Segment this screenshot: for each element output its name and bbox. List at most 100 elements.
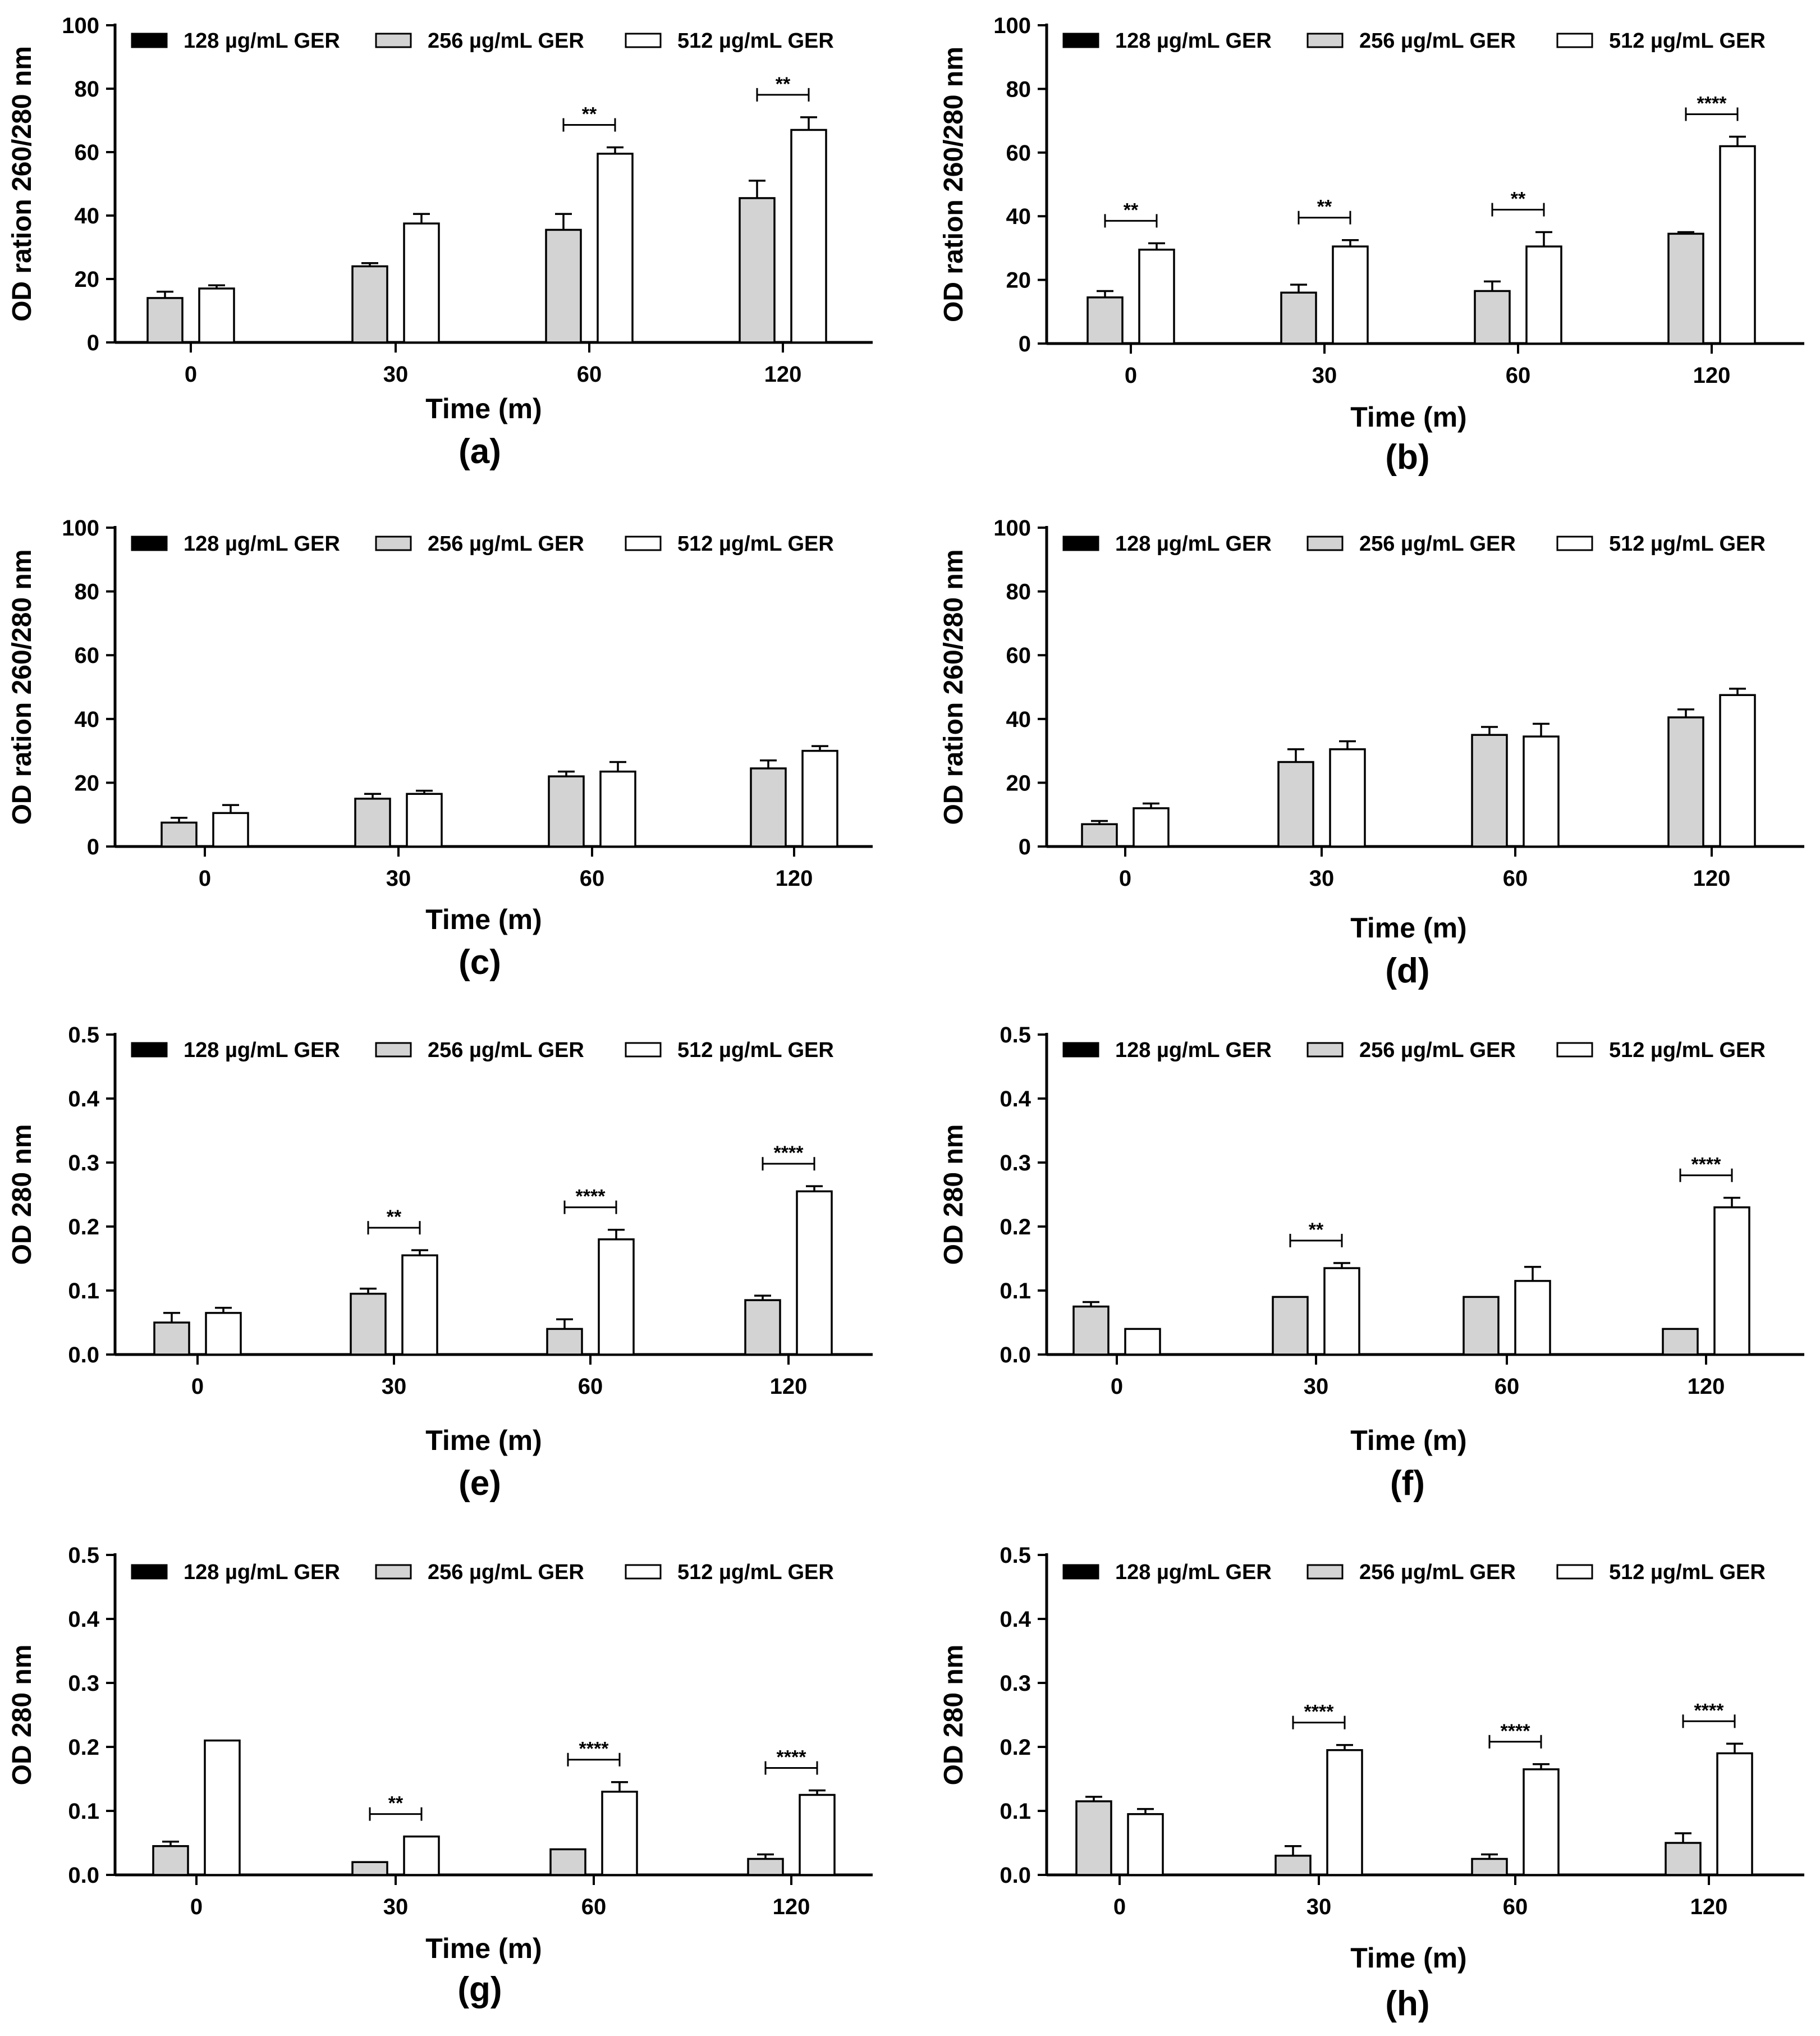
chart-panel-d: 0 20 40 60 80 100 OD ration 260/280 nm 0 30 60 120… [939, 516, 1804, 990]
bar-512-t120 [790, 129, 827, 344]
bar-512-t0 [1127, 1813, 1164, 1876]
bar-256-t120 [1667, 232, 1704, 345]
y-axis-label: OD 280 nm [939, 1645, 969, 1786]
bar-256-t120 [1662, 1328, 1699, 1356]
bar-256-t0 [153, 1321, 190, 1356]
legend-swatch-1 [1306, 1042, 1344, 1058]
legend-swatch-1 [375, 33, 412, 48]
x-tick-label: 0 [191, 1374, 204, 1399]
bar-256-t0 [161, 821, 198, 848]
x-axis-label: Time (m) [425, 393, 542, 424]
chart-panel-g: 0.00.10.20.30.40.5OD 280 nm0 30 60 120*****… [7, 1543, 873, 2009]
bar-512-t60 [598, 1238, 635, 1356]
bar-256-t60 [549, 1848, 586, 1876]
bar-256-t60 [1463, 1296, 1500, 1356]
panel-label: (d) [1385, 951, 1429, 990]
x-tick-label: 30 [383, 362, 409, 387]
significance-label: **** [1691, 1154, 1722, 1175]
legend-swatch-1 [1306, 33, 1344, 48]
panel-label: (a) [459, 432, 501, 471]
legend: 128 µg/mL GER 256 µg/mL GER 512 µg/mL GER [1062, 29, 1766, 53]
bar-512-t60 [601, 1791, 638, 1876]
y-tick-label: 20 [1006, 771, 1032, 795]
legend: 128 µg/mL GER 256 µg/mL GER 512 µg/mL GER [131, 1561, 834, 1584]
legend-swatch-0 [1062, 1042, 1099, 1058]
bar-256-t0 [152, 1845, 189, 1876]
bar-256-t60 [1471, 734, 1508, 848]
y-tick-label: 60 [1006, 643, 1032, 668]
bar-256-t60 [545, 228, 582, 344]
legend-label: 128 µg/mL GER [1115, 29, 1272, 53]
bar-512-t30 [401, 1254, 438, 1356]
legend-swatch-1 [375, 536, 412, 551]
bar-256-t120 [750, 767, 787, 848]
legend-label: 256 µg/mL GER [1359, 1561, 1516, 1584]
bar-256-t30 [1277, 761, 1314, 848]
x-tick-label: 120 [776, 866, 813, 891]
y-axis-label: OD ration 260/280 nm [939, 550, 969, 825]
bar-512-t120 [1719, 145, 1756, 345]
panel-label: (f) [1390, 1464, 1425, 1503]
legend-label: 128 µg/mL GER [1115, 532, 1272, 556]
legend-swatch-0 [1062, 33, 1099, 48]
legend-label: 256 µg/mL GER [1359, 1038, 1516, 1062]
bar-256-t30 [1280, 291, 1317, 345]
bar-256-t30 [1275, 1855, 1312, 1876]
legend-swatch-0 [1062, 1564, 1099, 1580]
legend-label: 512 µg/mL GER [1609, 1561, 1766, 1584]
bar-256-t0 [1087, 296, 1124, 345]
legend-swatch-0 [131, 1042, 168, 1058]
y-axis-label: OD ration 260/280 nm [7, 46, 37, 322]
bar-256-t60 [546, 1328, 583, 1356]
bar-512-t30 [1326, 1749, 1363, 1876]
bar-512-t60 [599, 770, 636, 848]
x-tick-label: 0 [199, 866, 211, 891]
legend-swatch-1 [1306, 536, 1344, 551]
significance-bracket: **** [762, 1142, 815, 1171]
bar-256-t30 [351, 265, 388, 344]
legend-label: 256 µg/mL GER [1359, 29, 1516, 53]
significance-label: ** [1124, 199, 1139, 221]
y-tick-label: 0 [87, 331, 99, 355]
y-tick-label: 20 [1006, 268, 1032, 293]
x-axis-label: Time (m) [1350, 401, 1466, 433]
y-tick-label: 40 [75, 204, 100, 228]
y-tick-label: 0.0 [68, 1343, 99, 1367]
significance-bracket: ** [756, 74, 810, 102]
bar-512-t30 [1329, 748, 1366, 848]
y-tick-label: 0.4 [1000, 1087, 1031, 1111]
legend-swatch-2 [1556, 1564, 1593, 1580]
bar-512-t30 [1332, 245, 1369, 345]
y-tick-label: 20 [75, 771, 100, 795]
legend-label: 512 µg/mL GER [677, 532, 834, 556]
x-tick-label: 120 [770, 1374, 808, 1399]
significance-label: ** [776, 74, 791, 95]
chart-panel-b: 0 20 40 60 80 100 OD ration 260/280 nm 0 30 60 120… [939, 13, 1804, 477]
x-tick-label: 30 [386, 866, 411, 891]
bar-256-t0 [1075, 1800, 1112, 1876]
legend-swatch-2 [625, 1564, 662, 1580]
bar-512-t30 [1323, 1267, 1360, 1356]
significance-bracket: **** [1682, 1700, 1736, 1728]
bar-256-t120 [1667, 716, 1704, 848]
bar-256-t120 [1665, 1842, 1702, 1876]
x-tick-label: 0 [185, 362, 197, 387]
significance-label: **** [1694, 1700, 1725, 1721]
significance-bracket: **** [563, 1186, 617, 1214]
bar-256-t30 [350, 1292, 387, 1356]
y-tick-label: 0.1 [68, 1799, 99, 1824]
y-tick-label: 100 [62, 13, 99, 38]
y-tick-label: 100 [993, 13, 1031, 38]
legend-swatch-2 [1556, 536, 1593, 551]
bar-256-t30 [351, 1861, 388, 1876]
bar-512-t0 [198, 287, 235, 344]
bar-512-t0 [205, 1312, 242, 1356]
bar-256-t120 [739, 197, 776, 344]
y-tick-label: 0.4 [68, 1087, 99, 1111]
bar-512-t0 [1138, 248, 1175, 345]
legend: 128 µg/mL GER 256 µg/mL GER 512 µg/mL GER [1062, 1038, 1766, 1062]
y-tick-label: 80 [1006, 580, 1032, 605]
y-tick-label: 0.1 [1000, 1279, 1031, 1303]
y-tick-label: 0.0 [1000, 1863, 1031, 1888]
